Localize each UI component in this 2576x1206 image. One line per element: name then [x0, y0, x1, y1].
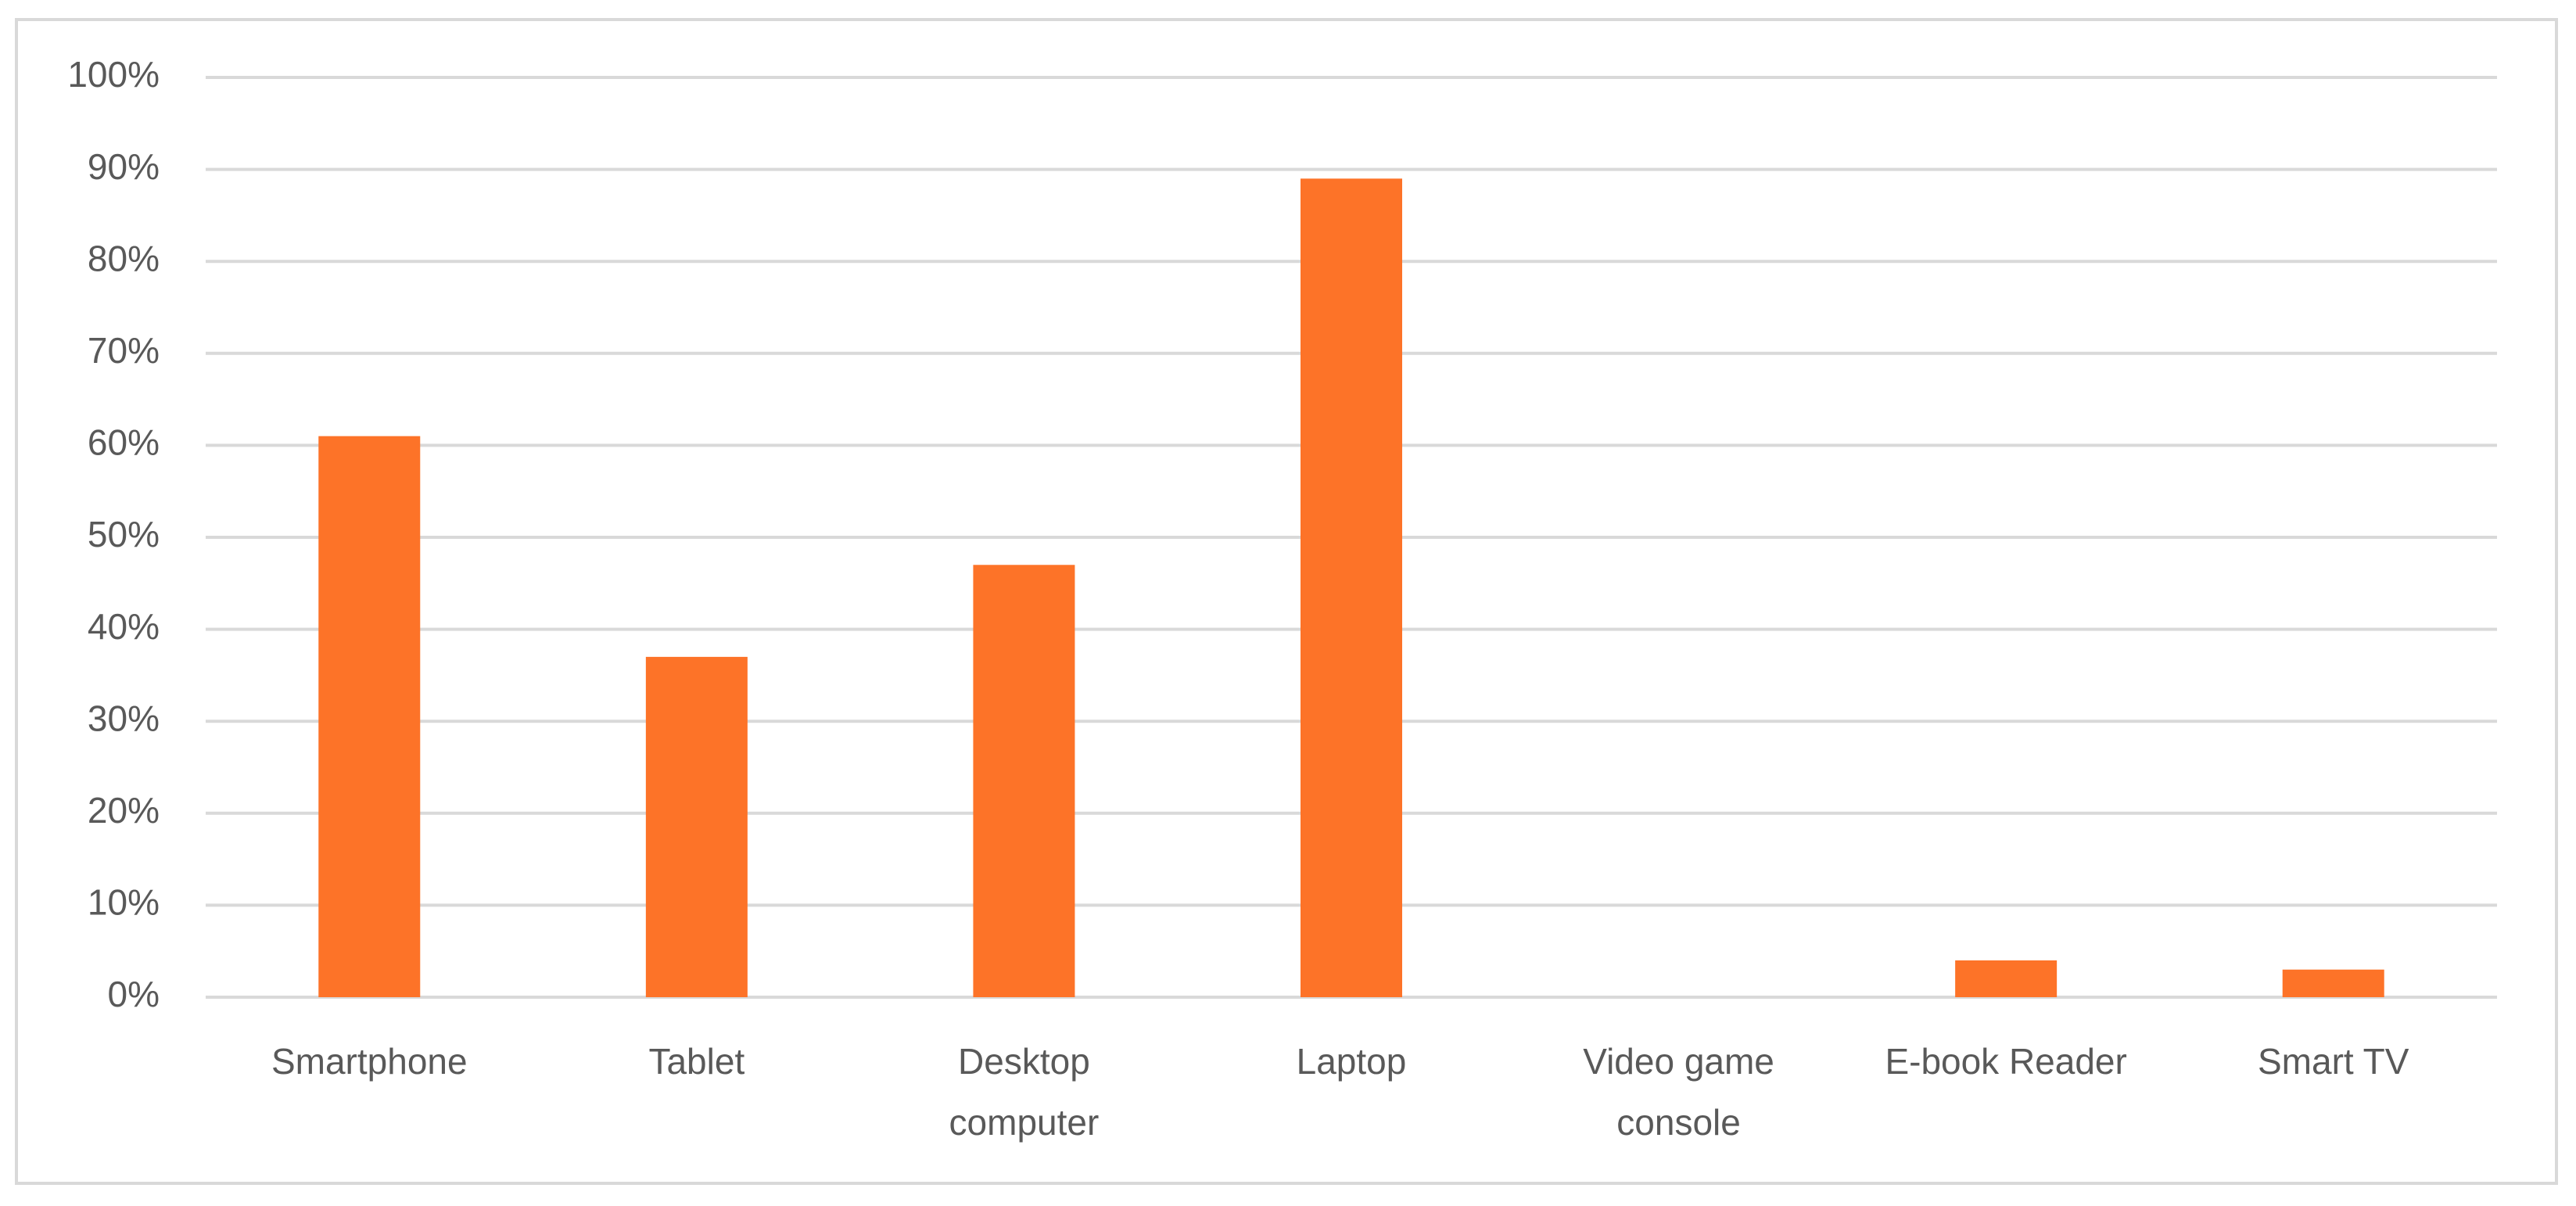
- y-tick-label: 0%: [108, 974, 160, 1014]
- bar: [2282, 969, 2384, 997]
- bar: [645, 656, 748, 997]
- chart-border: [15, 18, 2558, 1185]
- y-tick-label: 20%: [88, 790, 160, 831]
- bar: [318, 436, 421, 997]
- bar: [973, 565, 1075, 997]
- bar: [1955, 960, 2058, 997]
- y-tick-label: 70%: [88, 330, 160, 371]
- y-tick-label: 40%: [88, 606, 160, 647]
- y-tick-label: 80%: [88, 238, 160, 278]
- y-tick-label: 10%: [88, 882, 160, 923]
- x-tick-label: Tablet: [648, 1041, 745, 1082]
- x-tick-label: Desktop computer: [949, 1041, 1100, 1143]
- x-tick-label: Smart TV: [2257, 1041, 2409, 1082]
- x-tick-label: E-book Reader: [1885, 1041, 2127, 1082]
- y-tick-label: 60%: [88, 422, 160, 463]
- y-tick-label: 90%: [88, 146, 160, 187]
- bar: [1301, 178, 1402, 998]
- x-tick-label: Video game console: [1583, 1041, 1774, 1143]
- x-tick-label: Laptop: [1296, 1041, 1407, 1082]
- y-tick-label: 100%: [67, 54, 160, 95]
- y-tick-label: 50%: [88, 514, 160, 555]
- y-tick-label: 30%: [88, 698, 160, 738]
- x-tick-label: Smartphone: [271, 1041, 468, 1082]
